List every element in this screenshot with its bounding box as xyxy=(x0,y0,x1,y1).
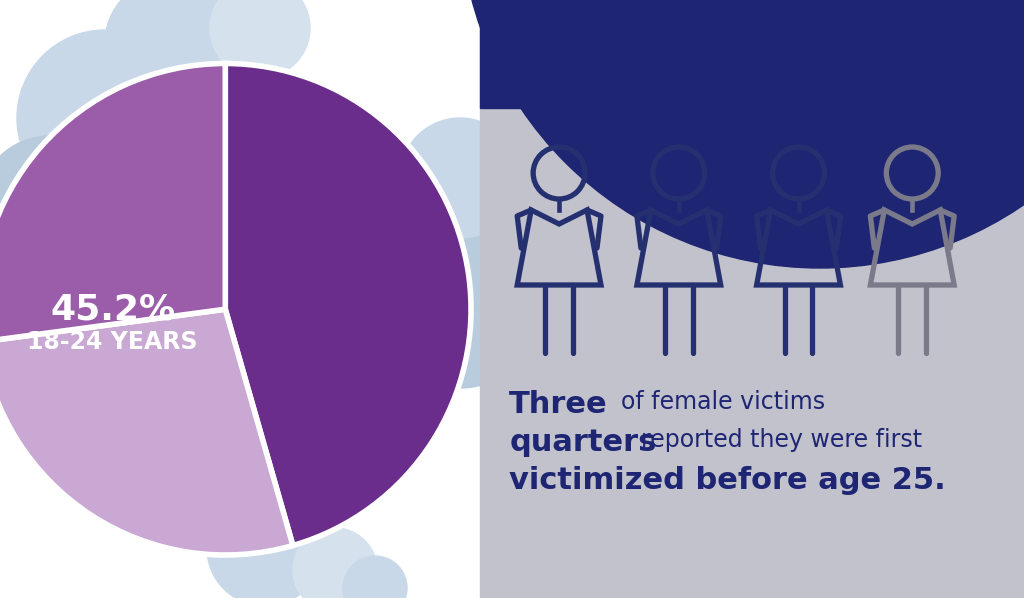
Circle shape xyxy=(742,0,838,68)
Circle shape xyxy=(628,0,732,75)
Bar xyxy=(480,0,1024,108)
Wedge shape xyxy=(0,63,225,342)
Text: quarters: quarters xyxy=(509,428,656,457)
Circle shape xyxy=(293,528,377,598)
Text: 45.2%: 45.2% xyxy=(50,292,175,327)
Text: &OLDER: &OLDER xyxy=(286,432,382,452)
Circle shape xyxy=(966,152,1024,244)
Text: 18-24 YEARS: 18-24 YEARS xyxy=(28,330,198,354)
Text: 17 YEARS: 17 YEARS xyxy=(278,228,390,248)
Circle shape xyxy=(515,0,645,93)
Circle shape xyxy=(838,0,962,85)
Circle shape xyxy=(0,136,122,280)
Text: &YOUNGER: &YOUNGER xyxy=(268,258,399,278)
Text: Three: Three xyxy=(509,390,608,419)
Circle shape xyxy=(105,0,234,108)
Text: 26.9%: 26.9% xyxy=(284,363,384,391)
Circle shape xyxy=(210,0,310,78)
Text: 25 YEARS: 25 YEARS xyxy=(278,402,390,422)
Circle shape xyxy=(400,118,520,238)
Circle shape xyxy=(17,30,193,206)
Text: victimized before age 25.: victimized before age 25. xyxy=(509,466,946,495)
Circle shape xyxy=(380,228,540,388)
Wedge shape xyxy=(225,63,471,545)
Circle shape xyxy=(343,556,407,598)
Circle shape xyxy=(207,490,323,598)
Text: reported they were first: reported they were first xyxy=(641,428,922,452)
Circle shape xyxy=(920,25,1024,141)
Wedge shape xyxy=(0,309,293,555)
Text: 27.1%: 27.1% xyxy=(284,187,384,215)
Circle shape xyxy=(460,0,1024,268)
Bar xyxy=(480,0,1024,598)
Text: of female victims: of female victims xyxy=(621,390,825,414)
